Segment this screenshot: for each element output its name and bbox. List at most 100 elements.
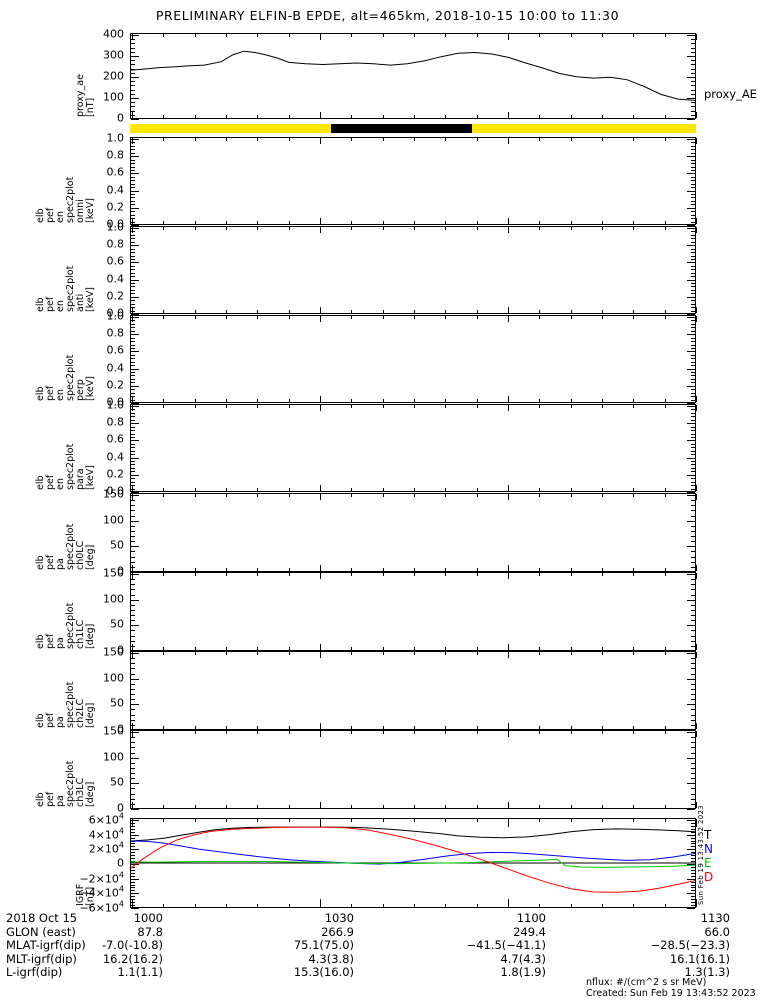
axis-tick — [131, 688, 135, 690]
axis-tick — [163, 805, 165, 808]
axis-tick — [131, 234, 135, 236]
axis-tick — [633, 405, 635, 408]
axis-tick — [687, 908, 695, 909]
axis-tick — [131, 464, 135, 466]
axis-tick — [687, 245, 695, 247]
axis-tick — [131, 447, 135, 449]
axis-tick — [476, 316, 478, 319]
axis-tick — [131, 798, 135, 800]
axis-tick — [687, 474, 695, 476]
axis-tick — [691, 248, 695, 250]
axis-tick — [131, 317, 139, 318]
axis-tick — [131, 510, 135, 512]
axis-tick — [257, 494, 259, 497]
axis-tick — [687, 403, 695, 404]
axis-tick — [691, 461, 695, 463]
axis-tick — [163, 399, 165, 402]
axis-tick — [351, 405, 353, 408]
axis-tick — [194, 494, 196, 497]
axis-tick — [691, 645, 695, 647]
axis-tick — [226, 405, 227, 408]
axis-tick — [602, 731, 603, 734]
axis-tick — [691, 214, 695, 216]
axis-tick — [320, 494, 321, 500]
axis-tick — [131, 272, 135, 274]
axis-tick — [131, 423, 139, 425]
axis-tick — [476, 227, 478, 230]
axis-tick — [132, 485, 133, 491]
ytick-label: 0.2 — [106, 289, 125, 303]
axis-tick — [445, 726, 447, 729]
axis-tick — [445, 227, 447, 230]
axis-tick — [382, 227, 384, 230]
axis-tick — [131, 890, 135, 892]
axis-tick — [508, 316, 509, 322]
axis-tick — [131, 683, 135, 685]
axis-tick — [691, 902, 695, 904]
axis-tick — [131, 403, 139, 404]
axis-tick — [131, 609, 135, 611]
trace-D — [131, 826, 695, 893]
axis-tick — [131, 492, 139, 493]
axis-tick — [691, 51, 695, 53]
axis-tick — [570, 573, 572, 576]
axis-tick — [691, 668, 695, 670]
axis-tick — [414, 115, 415, 118]
axis-tick — [691, 152, 695, 154]
axis-tick — [131, 372, 135, 374]
axis-tick — [163, 573, 165, 576]
axis-tick — [257, 115, 259, 118]
axis-tick — [131, 176, 135, 178]
axis-tick — [131, 392, 135, 394]
axis-tick — [508, 652, 509, 658]
axis-tick — [696, 802, 697, 808]
axis-tick — [163, 488, 165, 491]
vertical-created-stamp: Sun Feb 19 13:43:52 2023 — [697, 805, 705, 905]
axis-tick — [320, 644, 321, 650]
axis-tick — [414, 819, 415, 822]
axis-tick — [131, 505, 135, 507]
axis-tick — [131, 365, 135, 367]
axis-tick — [131, 899, 135, 901]
credits-block: nflux: #/(cm^2 s sr MeV) Created: Sun Fe… — [586, 977, 756, 999]
axis-tick — [194, 805, 196, 808]
axis-tick — [691, 330, 695, 332]
axis-tick — [131, 347, 135, 349]
axis-tick — [691, 762, 695, 764]
axis-tick — [194, 115, 196, 118]
axis-tick — [687, 783, 695, 785]
axis-tick — [691, 382, 695, 384]
axis-tick — [163, 405, 165, 408]
axis-tick — [131, 855, 135, 857]
ytick-label: 150 — [103, 487, 124, 501]
axis-tick — [382, 647, 384, 650]
axis-tick — [131, 269, 135, 271]
axis-tick — [382, 115, 384, 118]
axis-tick — [131, 258, 135, 260]
axis-tick — [131, 767, 135, 769]
axis-tick — [132, 652, 133, 658]
axis-tick — [131, 893, 139, 895]
axis-tick — [131, 354, 135, 356]
axis-tick — [131, 719, 135, 721]
axis-tick — [633, 310, 635, 313]
axis-tick — [691, 392, 695, 394]
axis-tick — [633, 488, 635, 491]
axis-tick — [320, 405, 321, 411]
axis-tick — [131, 433, 135, 435]
axis-tick — [131, 81, 135, 83]
axis-tick — [131, 846, 135, 848]
axis-tick — [131, 678, 139, 680]
axis-tick — [445, 488, 447, 491]
axis-tick — [696, 573, 697, 579]
axis-tick — [691, 145, 695, 147]
axis-tick — [691, 481, 695, 483]
axis-tick — [691, 354, 695, 356]
axis-tick — [687, 228, 695, 229]
axis-tick — [288, 488, 290, 491]
axis-tick — [226, 568, 227, 571]
ytick-label: 150 — [103, 724, 124, 738]
axis-title-part: [keV] — [85, 465, 96, 490]
axis-tick — [687, 849, 695, 851]
axis-tick — [476, 138, 478, 141]
